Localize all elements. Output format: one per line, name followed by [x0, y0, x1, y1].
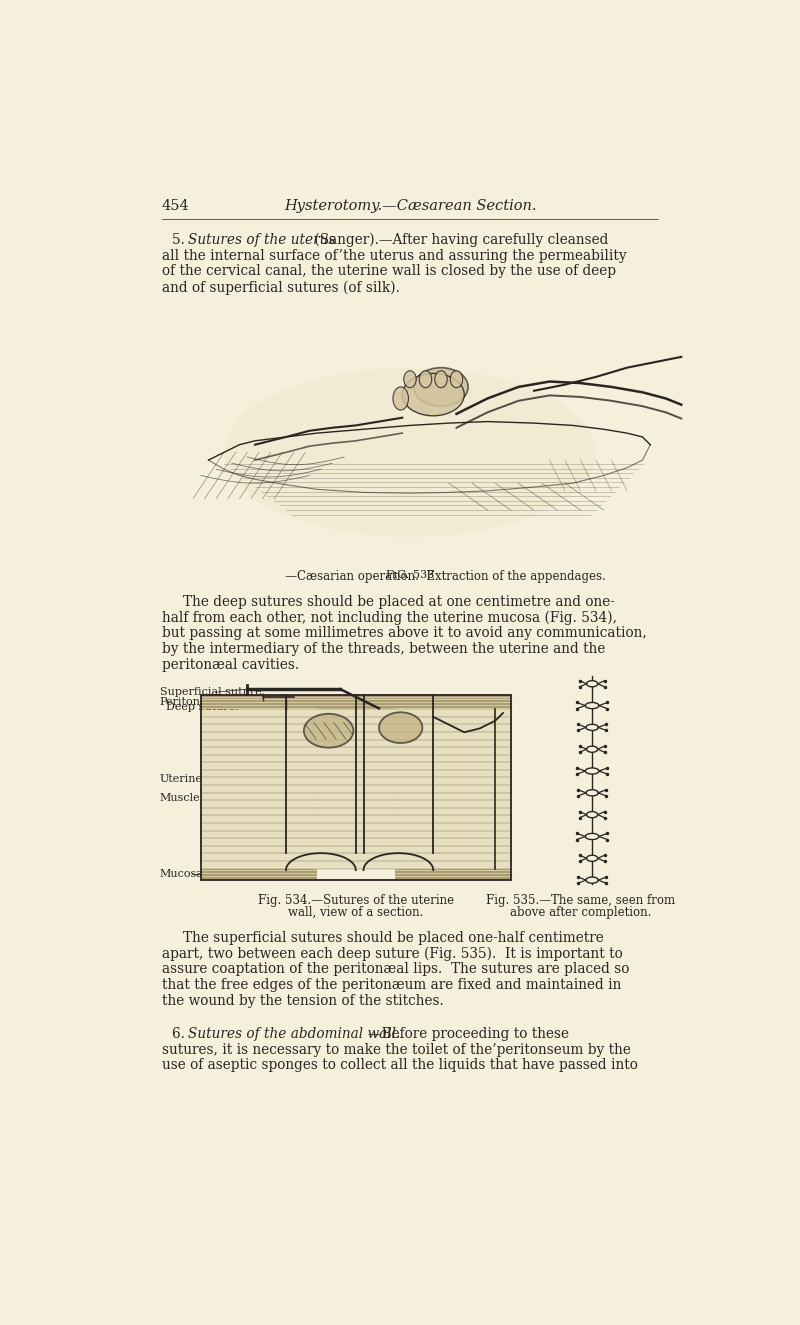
Text: (Sanger).—After having carefully cleansed: (Sanger).—After having carefully cleanse…: [310, 233, 608, 248]
Ellipse shape: [402, 374, 464, 416]
Text: wall, view of a section.: wall, view of a section.: [288, 905, 423, 918]
Text: by the intermediary of the threads, between the uterine and the: by the intermediary of the threads, betw…: [162, 643, 606, 656]
Ellipse shape: [586, 833, 599, 840]
Ellipse shape: [586, 877, 598, 884]
Text: FɪG. 533: FɪG. 533: [386, 570, 434, 580]
Text: peritonæal cavities.: peritonæal cavities.: [162, 659, 299, 672]
Text: of the cervical canal, the uterine wall is closed by the use of deep: of the cervical canal, the uterine wall …: [162, 265, 616, 278]
Text: —Before proceeding to these: —Before proceeding to these: [368, 1027, 569, 1041]
Ellipse shape: [414, 367, 468, 407]
Text: —Cæsarian operation.  Extraction of the appendages.: —Cæsarian operation. Extraction of the a…: [214, 570, 606, 583]
Ellipse shape: [586, 681, 598, 686]
Ellipse shape: [586, 725, 598, 730]
Ellipse shape: [393, 387, 409, 409]
Ellipse shape: [404, 371, 416, 388]
Text: all the internal surface of’the uterus and assuring the permeability: all the internal surface of’the uterus a…: [162, 249, 626, 262]
Text: Sutures of the uterus: Sutures of the uterus: [187, 233, 335, 246]
Ellipse shape: [586, 855, 598, 861]
Text: Peritonæum.: Peritonæum.: [160, 697, 232, 708]
Ellipse shape: [224, 367, 596, 537]
Text: half from each other, not including the uterine mucosa (Fig. 534),: half from each other, not including the …: [162, 611, 617, 625]
Text: Superficial suture.: Superficial suture.: [160, 688, 265, 697]
Text: but passing at some millimetres above it to avoid any communication,: but passing at some millimetres above it…: [162, 627, 646, 640]
Text: Sutures of the abdominal wall.: Sutures of the abdominal wall.: [187, 1027, 400, 1041]
Bar: [201, 696, 510, 709]
Text: Hysterotomy.—Cæsarean Section.: Hysterotomy.—Cæsarean Section.: [284, 199, 536, 213]
Text: Fig. 535.—The same, seen from: Fig. 535.—The same, seen from: [486, 894, 675, 908]
Bar: [317, 709, 394, 869]
Text: above after completion.: above after completion.: [510, 905, 651, 918]
Bar: [201, 709, 510, 869]
Ellipse shape: [586, 790, 598, 796]
Ellipse shape: [304, 714, 354, 747]
Text: sutures, it is necessary to make the toilet of the’peritonseum by the: sutures, it is necessary to make the toi…: [162, 1043, 631, 1056]
Ellipse shape: [586, 746, 598, 753]
Bar: [201, 696, 510, 880]
Text: Fig. 534.—Sutures of the uterine: Fig. 534.—Sutures of the uterine: [258, 894, 454, 908]
Text: The superficial sutures should be placed one-half centimetre: The superficial sutures should be placed…: [183, 931, 604, 945]
Text: 5.: 5.: [172, 233, 194, 246]
Text: Uterine: Uterine: [160, 774, 202, 784]
Ellipse shape: [419, 371, 432, 388]
Text: Muscle.: Muscle.: [160, 794, 204, 803]
Text: apart, two between each deep suture (Fig. 535).  It is important to: apart, two between each deep suture (Fig…: [162, 946, 622, 961]
Text: 6.: 6.: [172, 1027, 194, 1041]
Text: Mucosa.: Mucosa.: [160, 869, 207, 880]
Ellipse shape: [586, 768, 599, 774]
Text: Deep suture.: Deep suture.: [166, 702, 238, 712]
Text: and of superficial sutures (of silk).: and of superficial sutures (of silk).: [162, 281, 400, 294]
Text: that the free edges of the peritonæum are fixed and maintained in: that the free edges of the peritonæum ar…: [162, 978, 622, 992]
Bar: [317, 867, 394, 881]
Text: assure coaptation of the peritonæal lips.  The sutures are placed so: assure coaptation of the peritonæal lips…: [162, 962, 630, 977]
Text: The deep sutures should be placed at one centimetre and one-: The deep sutures should be placed at one…: [183, 595, 614, 608]
Bar: [201, 869, 510, 880]
Ellipse shape: [450, 371, 462, 388]
Ellipse shape: [379, 713, 422, 743]
Ellipse shape: [435, 371, 447, 388]
Ellipse shape: [586, 702, 599, 709]
Text: the wound by the tension of the stitches.: the wound by the tension of the stitches…: [162, 994, 444, 1008]
Text: use of aseptic sponges to collect all the liquids that have passed into: use of aseptic sponges to collect all th…: [162, 1059, 638, 1072]
Ellipse shape: [586, 812, 598, 818]
Text: 454: 454: [162, 199, 190, 213]
